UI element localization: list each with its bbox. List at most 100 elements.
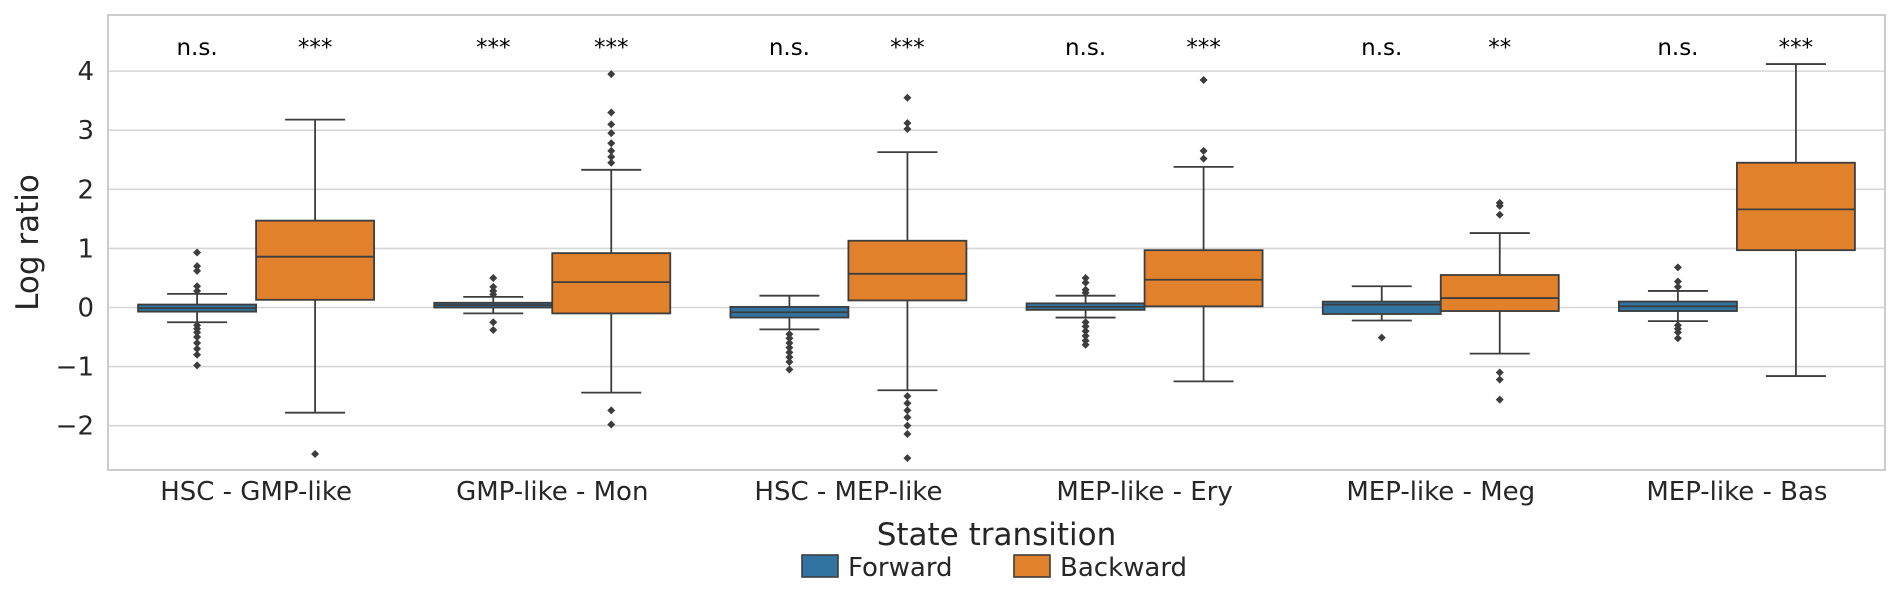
outlier-point: [489, 318, 498, 327]
outlier-point: [1495, 201, 1504, 210]
legend-swatch-backward: [1013, 554, 1051, 578]
box-body: [1439, 274, 1560, 312]
outlier-point: [903, 399, 912, 408]
outlier-point: [1081, 331, 1090, 340]
significance-label: ***: [1779, 35, 1814, 61]
outlier-point: [785, 338, 794, 347]
x-tick-label: HSC - GMP-like: [160, 477, 352, 507]
outlier-point: [903, 392, 912, 401]
significance-label: n.s.: [1657, 35, 1698, 61]
significance-annotations: n.s. *** *** *** n.s. *** n.s. *** n.s. ** n.s. ***: [176, 35, 1813, 61]
outlier-point: [1673, 277, 1682, 286]
outlier-point: [1199, 146, 1208, 155]
box-backward-2: [847, 93, 968, 463]
outlier-point: [1673, 263, 1682, 272]
outlier-point: [193, 344, 202, 353]
outlier-point: [1673, 328, 1682, 337]
outlier-point: [785, 365, 794, 374]
y-tick-label: 3: [77, 116, 94, 146]
significance-label: ***: [594, 35, 629, 61]
outlier-point: [489, 282, 498, 291]
outlier-point: [489, 325, 498, 334]
significance-label: ***: [890, 35, 925, 61]
outlier-point: [193, 350, 202, 359]
outlier-point: [785, 348, 794, 357]
box-backward-3: [1143, 76, 1264, 383]
grid-lines: [108, 70, 1885, 427]
y-tick-label: 2: [77, 175, 94, 205]
outlier-point: [903, 454, 912, 463]
outlier-point: [607, 108, 616, 117]
outlier-point: [193, 333, 202, 342]
y-tick-label: −1: [56, 353, 94, 383]
legend: Forward Backward: [801, 553, 1187, 583]
box-body: [255, 219, 375, 301]
outlier-point: [785, 353, 794, 362]
x-tick-label: MEP-like - Meg: [1346, 477, 1535, 507]
outlier-point: [193, 286, 202, 295]
legend-swatch-forward: [801, 554, 839, 578]
outlier-point: [1081, 288, 1090, 297]
outlier-point: [903, 93, 912, 102]
outlier-point: [1081, 336, 1090, 345]
outlier-point: [1081, 322, 1090, 331]
plot-frame: [107, 14, 1886, 471]
outlier-point: [1495, 395, 1504, 404]
outlier-point: [1495, 210, 1504, 219]
outlier-point: [903, 413, 912, 422]
outlier-point: [1081, 273, 1090, 282]
outlier-point: [489, 290, 498, 299]
outlier-point: [1199, 154, 1208, 163]
box-backward-1: [551, 70, 672, 429]
significance-label: n.s.: [1361, 35, 1402, 61]
outlier-point: [311, 450, 320, 459]
box-forward-5: [1618, 263, 1738, 343]
y-axis-label: Log ratio: [10, 174, 46, 311]
outlier-point: [785, 330, 794, 339]
box-forward-1: [433, 273, 554, 334]
outlier-point: [193, 338, 202, 347]
legend-label-forward: Forward: [848, 553, 953, 583]
outlier-point: [903, 429, 912, 438]
outlier-point: [607, 120, 616, 129]
x-tick-label: MEP-like - Ery: [1056, 477, 1232, 507]
outlier-point: [1495, 375, 1504, 384]
x-tick-labels: HSC - GMP-like GMP-like - Mon HSC - MEP-li…: [160, 477, 1827, 507]
legend-label-backward: Backward: [1060, 553, 1187, 583]
x-tick-label: MEP-like - Bas: [1646, 477, 1827, 507]
significance-label: ***: [298, 35, 333, 61]
outlier-point: [193, 248, 202, 257]
outlier-point: [193, 361, 202, 370]
box-forward-2: [729, 294, 850, 374]
outlier-point: [607, 406, 616, 415]
outlier-point: [193, 266, 202, 275]
outlier-point: [607, 152, 616, 161]
outlier-point: [1377, 333, 1386, 342]
box-backward-4: [1439, 198, 1560, 404]
y-tick-label: 4: [77, 57, 94, 87]
x-axis-label: State transition: [877, 517, 1117, 553]
significance-label: n.s.: [176, 35, 217, 61]
outlier-point: [193, 328, 202, 337]
outlier-point: [607, 420, 616, 429]
outlier-point: [1673, 282, 1682, 291]
box-backward-5: [1736, 63, 1856, 377]
outlier-point: [1199, 76, 1208, 84]
outlier-point: [903, 406, 912, 415]
box-backward-0: [255, 118, 375, 459]
outlier-point: [607, 70, 616, 79]
box-forward-0: [137, 248, 257, 370]
outlier-point: [903, 421, 912, 430]
y-tick-label: 0: [77, 294, 94, 324]
y-tick-label: −2: [56, 412, 94, 442]
outlier-point: [1673, 334, 1682, 343]
box-forward-4: [1321, 285, 1442, 342]
box-layer: [137, 63, 1856, 463]
significance-label: **: [1488, 35, 1511, 61]
outlier-point: [607, 158, 616, 167]
outlier-point: [607, 129, 616, 138]
x-tick-label: HSC - MEP-like: [754, 477, 942, 507]
outlier-point: [1081, 318, 1090, 327]
outlier-point: [193, 282, 202, 291]
